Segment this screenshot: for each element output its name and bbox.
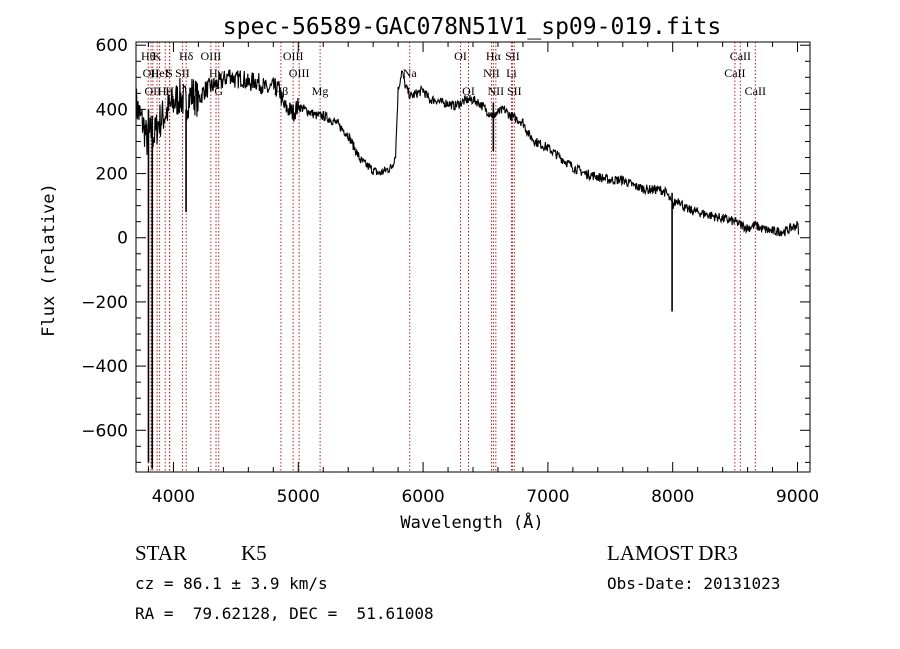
y-tick-label: 600 (96, 36, 128, 56)
object-subclass: K5 (241, 541, 267, 565)
redshift-text: cz = 86.1 ± 3.9 km/s (135, 574, 328, 593)
line-label-9: Hδ (179, 49, 194, 63)
line-label-27: CaII (730, 49, 751, 63)
y-axis-ticks (136, 44, 810, 463)
coordinates-text: RA = 79.62128, DEC = 51.61008 (135, 604, 434, 623)
x-tick-label: 9000 (776, 487, 819, 507)
spectral-line-markers (147, 42, 756, 472)
line-label-2: OII (145, 84, 162, 98)
y-tick-label: −400 (81, 357, 128, 377)
line-label-6: S (166, 66, 173, 80)
spectrum-series (135, 69, 800, 469)
y-axis-label: Flux (relative) (39, 183, 59, 337)
line-label-19: OI (462, 84, 475, 98)
y-tick-label: −600 (81, 421, 128, 441)
line-label-23: Li (506, 66, 517, 80)
line-label-15: OIII (289, 66, 310, 80)
line-label-8: SII (175, 66, 190, 80)
x-axis-label: Wavelength (Å) (400, 511, 543, 533)
x-tick-label: 4000 (152, 487, 195, 507)
x-tick-label: 8000 (651, 487, 694, 507)
object-type: STAR (135, 541, 187, 565)
line-label-24: SII (505, 49, 520, 63)
line-label-5: Hη (158, 84, 173, 98)
line-label-12: G (214, 84, 223, 98)
x-tick-label: 6000 (401, 487, 444, 507)
line-label-4: HeI (151, 66, 169, 80)
line-label-7: H (165, 84, 174, 98)
line-label-14: OIII (283, 49, 304, 63)
y-tick-label: 200 (96, 165, 128, 185)
x-axis-ticks (147, 42, 799, 472)
chart-title: spec-56589-GAC078N51V1_sp09-019.fits (223, 14, 722, 40)
x-tick-label: 7000 (526, 487, 569, 507)
line-label-25: SII (507, 84, 522, 98)
obs-date-text: Obs-Date: 20131023 (607, 574, 780, 593)
line-label-17: Na (403, 66, 418, 80)
spectrum-line (135, 69, 800, 237)
y-tick-label: 0 (117, 229, 128, 249)
line-label-28: CaII (745, 84, 766, 98)
survey-name: LAMOST DR3 (607, 541, 738, 565)
line-label-3: K (153, 49, 162, 63)
y-tick-label: 400 (96, 100, 128, 120)
x-axis-tick-labels: 4000 5000 6000 7000 8000 9000 (152, 487, 819, 507)
line-label-21: Hα (486, 49, 502, 63)
line-label-0: Hθ (141, 49, 156, 63)
line-label-16: Mg (312, 84, 329, 98)
x-tick-label: 5000 (277, 487, 320, 507)
line-label-20: NII (483, 66, 500, 80)
y-tick-label: −200 (81, 293, 128, 313)
line-label-26: CaII (724, 66, 745, 80)
y-axis-tick-labels: −600 −400 −200 0 200 400 600 (81, 36, 128, 441)
line-label-1: OII (143, 66, 160, 80)
line-label-18: OI (454, 49, 467, 63)
line-label-10: OIII (201, 49, 222, 63)
line-label-22: NII (488, 84, 505, 98)
